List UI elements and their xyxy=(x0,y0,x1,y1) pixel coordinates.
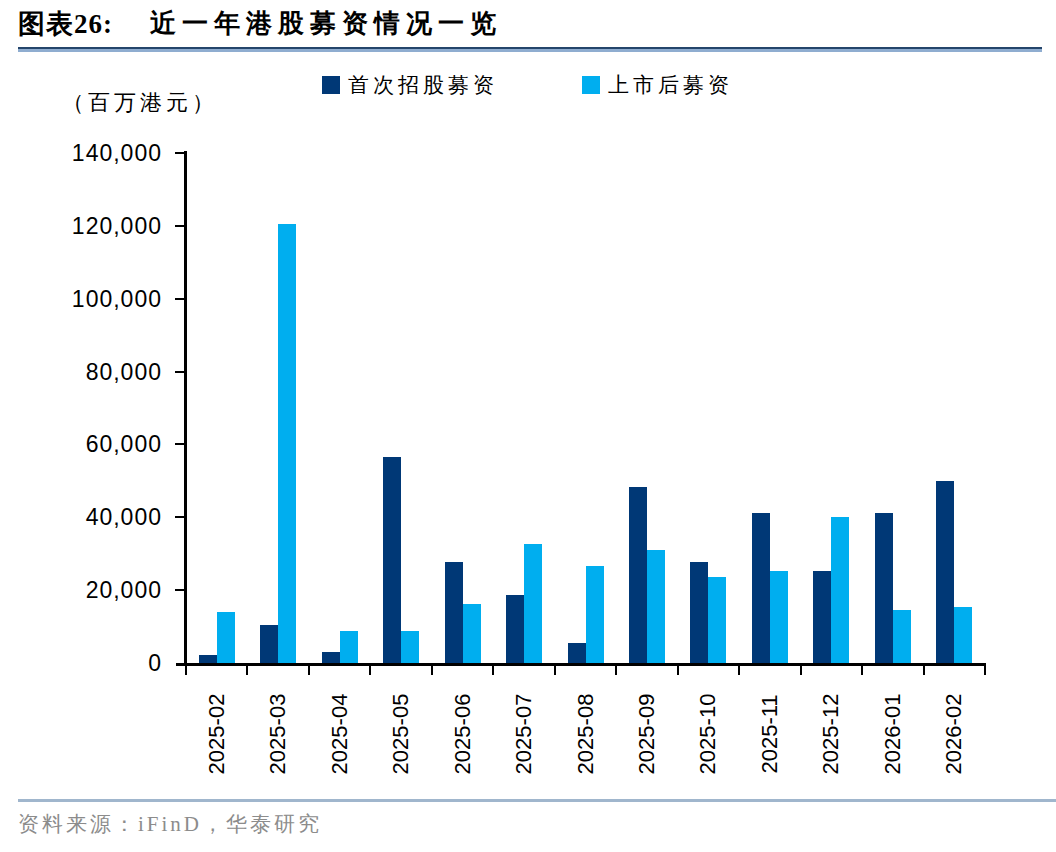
legend-label-post-listing: 上市后募资 xyxy=(608,71,733,99)
x-axis-tick xyxy=(185,666,187,675)
x-axis-category-label: 2025-11 xyxy=(758,676,782,792)
x-axis-tick xyxy=(923,666,925,675)
title-divider xyxy=(18,47,1042,52)
x-axis-tick xyxy=(984,666,986,675)
bar-ipo xyxy=(322,652,340,663)
legend-swatch-ipo xyxy=(322,76,340,94)
y-axis-tick-label: 100,000 xyxy=(0,285,162,313)
bar-ipo xyxy=(568,643,586,663)
bar-post-listing xyxy=(524,544,542,663)
x-axis-category-label: 2025-07 xyxy=(512,676,536,792)
bar-ipo xyxy=(445,562,463,663)
report-figure-page: 图表26: 近一年港股募资情况一览 （百万港元） 首次招股募资 上市后募资 资料… xyxy=(0,0,1056,852)
x-axis-tick xyxy=(308,666,310,675)
x-axis-category-label: 2025-03 xyxy=(266,676,290,792)
y-axis-tick xyxy=(175,225,184,227)
bar-ipo xyxy=(199,655,217,663)
x-axis-category-label: 2025-04 xyxy=(328,676,352,792)
bar-post-listing xyxy=(831,517,849,663)
bar-post-listing xyxy=(954,607,972,663)
bar-ipo xyxy=(813,571,831,663)
bar-ipo xyxy=(383,457,401,663)
figure-title: 近一年港股募资情况一览 xyxy=(150,6,502,41)
bar-ipo xyxy=(260,625,278,663)
bar-ipo xyxy=(752,513,770,663)
y-axis-tick xyxy=(175,516,184,518)
y-axis-line xyxy=(184,151,187,666)
y-axis-unit-label: （百万港元） xyxy=(62,88,218,118)
bar-ipo xyxy=(629,487,647,663)
x-axis-tick xyxy=(615,666,617,675)
x-axis-category-label: 2025-08 xyxy=(574,676,598,792)
legend-swatch-post-listing xyxy=(582,76,600,94)
x-axis-tick xyxy=(369,666,371,675)
bar-post-listing xyxy=(647,550,665,663)
y-axis-tick-label: 120,000 xyxy=(0,212,162,240)
x-axis-category-label: 2026-01 xyxy=(881,676,905,792)
bar-ipo xyxy=(506,595,524,663)
x-axis-tick xyxy=(492,666,494,675)
y-axis-tick-label: 140,000 xyxy=(0,139,162,167)
y-axis-tick xyxy=(175,298,184,300)
y-axis-tick-label: 80,000 xyxy=(0,358,162,386)
data-source-note: 资料来源：iFinD，华泰研究 xyxy=(18,810,322,838)
x-axis-tick xyxy=(738,666,740,675)
x-axis-tick xyxy=(246,666,248,675)
x-axis-category-label: 2025-06 xyxy=(451,676,475,792)
bar-post-listing xyxy=(893,610,911,663)
y-axis-tick xyxy=(175,443,184,445)
bar-post-listing xyxy=(770,571,788,663)
bar-post-listing xyxy=(463,604,481,663)
x-axis-category-label: 2025-02 xyxy=(205,676,229,792)
x-axis-tick xyxy=(800,666,802,675)
bar-post-listing xyxy=(708,577,726,663)
y-axis-tick-label: 40,000 xyxy=(0,503,162,531)
y-axis-tick xyxy=(175,371,184,373)
x-axis-category-label: 2025-09 xyxy=(635,676,659,792)
bar-ipo xyxy=(936,481,954,663)
y-axis-tick-label: 0 xyxy=(0,649,162,677)
y-axis-tick xyxy=(175,152,184,154)
bar-post-listing xyxy=(278,224,296,663)
figure-label: 图表26: xyxy=(18,6,113,42)
legend-label-ipo: 首次招股募资 xyxy=(348,71,498,99)
y-axis-tick-label: 60,000 xyxy=(0,430,162,458)
bar-ipo xyxy=(875,513,893,663)
y-axis-tick-label: 20,000 xyxy=(0,576,162,604)
bar-post-listing xyxy=(586,566,604,663)
bar-post-listing xyxy=(217,612,235,663)
bar-post-listing xyxy=(340,631,358,663)
x-axis-category-label: 2025-10 xyxy=(696,676,720,792)
x-axis-tick xyxy=(677,666,679,675)
x-axis-tick xyxy=(554,666,556,675)
footer-divider xyxy=(18,799,1056,802)
legend-item-post-listing: 上市后募资 xyxy=(582,71,733,99)
x-axis-category-label: 2025-05 xyxy=(389,676,413,792)
bar-post-listing xyxy=(401,631,419,663)
x-axis-tick xyxy=(861,666,863,675)
bar-ipo xyxy=(690,562,708,663)
legend-item-ipo: 首次招股募资 xyxy=(322,71,498,99)
x-axis-category-label: 2025-12 xyxy=(819,676,843,792)
x-axis-category-label: 2026-02 xyxy=(942,676,966,792)
x-axis-tick xyxy=(431,666,433,675)
x-axis-line xyxy=(176,663,986,666)
y-axis-tick xyxy=(175,589,184,591)
